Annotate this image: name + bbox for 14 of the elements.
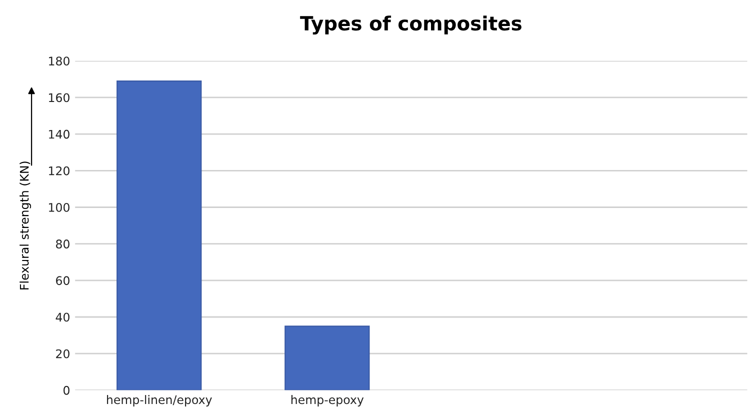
- y-tick-label: 40: [56, 312, 70, 322]
- x-tick-label: hemp-epoxy: [291, 395, 364, 406]
- y-tick-label: 120: [49, 166, 70, 176]
- x-tick-label: hemp-linen/epoxy: [107, 395, 212, 406]
- y-tick-label: 60: [56, 276, 70, 286]
- y-tick-label: 20: [56, 349, 70, 358]
- y-tick-label: 140: [49, 130, 70, 139]
- y-tick-label: 180: [49, 56, 70, 66]
- y-axis-title: Flexural strength (KN): [20, 162, 32, 290]
- y-tick-label: 0: [64, 386, 70, 395]
- chart-title: Types of composites: [300, 16, 522, 35]
- y-tick-label: 160: [49, 93, 70, 102]
- y-tick-label: 100: [49, 202, 70, 212]
- y-tick-label: 80: [56, 240, 70, 248]
